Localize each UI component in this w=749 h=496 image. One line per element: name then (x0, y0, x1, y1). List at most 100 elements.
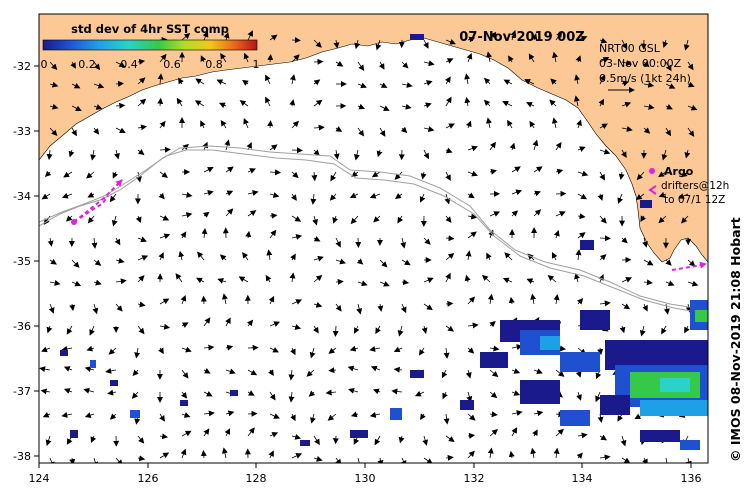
current-vector (225, 208, 234, 217)
current-vector (313, 79, 321, 86)
current-vector (533, 166, 543, 173)
current-vector (225, 368, 236, 375)
current-vector (349, 192, 359, 199)
current-vector (49, 81, 59, 88)
current-vector (65, 215, 73, 222)
current-vector (555, 369, 565, 377)
current-vector (635, 193, 645, 200)
current-vector (577, 146, 586, 152)
current-vector (47, 237, 54, 247)
current-vector (619, 325, 626, 334)
current-vector (398, 435, 405, 444)
current-vector (445, 123, 455, 129)
current-vector (310, 413, 316, 424)
current-vector (243, 52, 250, 63)
current-vector (313, 39, 322, 48)
current-vector (178, 77, 184, 85)
current-vector (90, 435, 97, 444)
x-tick-label: 132 (464, 472, 485, 485)
current-vector (115, 61, 126, 67)
current-vector (350, 215, 359, 225)
current-vector (379, 105, 390, 111)
current-vector (377, 457, 384, 463)
current-vector (489, 369, 499, 378)
current-vector (467, 192, 475, 199)
current-vector (401, 259, 411, 266)
current-vector (423, 126, 435, 132)
current-vector (269, 212, 278, 219)
current-vector (357, 82, 367, 89)
current-vector (114, 149, 120, 160)
current-vector (84, 366, 95, 373)
current-vector (467, 450, 475, 459)
current-vector (86, 171, 95, 179)
current-vector (464, 274, 471, 283)
current-vector (242, 251, 249, 261)
current-vector (414, 390, 425, 397)
current-vector (268, 450, 274, 459)
current-vector (290, 347, 296, 356)
current-vector (665, 83, 676, 89)
current-vector (357, 127, 365, 137)
current-vector (134, 347, 141, 359)
current-vector (502, 101, 513, 107)
current-vector (313, 149, 320, 156)
current-vector (445, 454, 454, 461)
current-vector (681, 215, 689, 224)
current-vector (467, 322, 479, 329)
current-vector (333, 39, 340, 49)
current-vector (247, 190, 259, 196)
current-vector (599, 57, 610, 63)
current-vector (158, 347, 164, 355)
current-vector (347, 365, 359, 372)
current-vector (599, 300, 611, 307)
current-vector (575, 55, 582, 63)
drifter-track (73, 179, 707, 271)
current-vector (445, 96, 452, 107)
current-vector (105, 367, 117, 374)
current-vector (687, 280, 699, 287)
current-vector (290, 413, 296, 422)
current-vector (577, 170, 589, 177)
current-vector (551, 117, 558, 129)
y-tick-label: -33 (13, 125, 31, 138)
current-vector (354, 325, 360, 334)
current-vector (71, 82, 81, 89)
current-vector (61, 345, 73, 352)
current-vector (269, 229, 277, 239)
current-vector (442, 391, 448, 400)
current-vector (509, 142, 516, 151)
current-vector (131, 391, 139, 399)
current-vector (642, 237, 648, 248)
current-vector (445, 215, 452, 223)
current-vector (393, 346, 403, 353)
drifter-label-2: to 07/1 12Z (664, 194, 725, 206)
current-vector (621, 59, 633, 66)
current-vector (356, 258, 364, 265)
current-vector (511, 189, 523, 196)
bathymetry-contour (39, 149, 708, 315)
current-vector (71, 127, 77, 137)
current-vector (69, 457, 76, 463)
current-vector (41, 346, 51, 353)
current-vector (445, 325, 455, 332)
current-vector (621, 277, 633, 283)
current-vector (401, 279, 410, 286)
x-tick-label: 128 (246, 472, 267, 485)
current-vector (291, 453, 303, 459)
info-block: NRT00 GSL 03-Nov 00:00Z 0.5m/s (1kt 24h) (599, 42, 691, 93)
current-vector (219, 254, 227, 261)
current-vector (533, 410, 544, 417)
current-vector (269, 347, 280, 353)
current-vector (247, 168, 256, 174)
current-vector (621, 457, 631, 463)
current-vector (511, 390, 521, 396)
current-vector (49, 127, 58, 137)
current-vector (599, 434, 608, 441)
current-vector (203, 190, 214, 196)
current-vector (181, 191, 193, 198)
argo-symbol (649, 168, 655, 174)
current-vector (489, 429, 498, 437)
current-vector (444, 193, 451, 205)
